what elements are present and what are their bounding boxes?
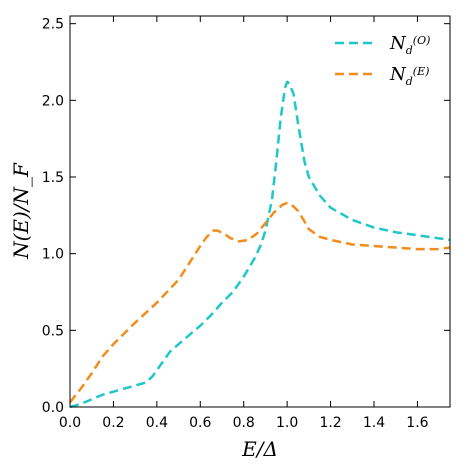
series-line-0 bbox=[69, 80, 451, 409]
legend: Nd(O) Nd(E) bbox=[335, 33, 430, 88]
legend-sup-1: (E) bbox=[413, 65, 430, 78]
x-tick-label-8: 1.6 bbox=[406, 415, 428, 431]
x-tick-label-3: 0.6 bbox=[189, 415, 211, 431]
y-tick-label-0: 0.0 bbox=[42, 400, 64, 416]
legend-label-0: Nd(O) bbox=[389, 33, 430, 57]
legend-main-1: N bbox=[389, 64, 407, 85]
series-line-1 bbox=[69, 201, 451, 404]
y-axis-title: N(E)/N_F bbox=[9, 162, 33, 260]
legend-sup-0: (O) bbox=[413, 34, 431, 47]
x-tick-label-0: 0.0 bbox=[59, 415, 81, 431]
legend-sub-1: d bbox=[406, 75, 413, 88]
x-tick-label-4: 0.8 bbox=[233, 415, 255, 431]
x-tick-label-7: 1.4 bbox=[363, 415, 385, 431]
y-tick-label-4: 2.0 bbox=[42, 93, 64, 109]
x-tick-label-1: 0.2 bbox=[102, 415, 124, 431]
x-axis-title: E/Δ bbox=[241, 437, 278, 461]
legend-label-1: Nd(E) bbox=[389, 64, 429, 88]
y-tick-label-1: 0.5 bbox=[42, 323, 64, 339]
y-tick-label-5: 2.5 bbox=[42, 17, 64, 33]
legend-sub-0: d bbox=[406, 44, 413, 57]
ticks-layer: 0.0 0.2 0.4 0.6 0.8 1.0 1.2 1.4 1.6 0.0 0.5 1.0 1.5 2… bbox=[42, 16, 450, 431]
x-tick-label-6: 1.2 bbox=[319, 415, 341, 431]
x-tick-label-2: 0.4 bbox=[146, 415, 168, 431]
y-tick-label-3: 1.5 bbox=[42, 170, 64, 186]
x-tick-label-5: 1.0 bbox=[276, 415, 298, 431]
series-layer bbox=[69, 80, 451, 409]
plot-area bbox=[70, 16, 450, 407]
plot-frame bbox=[69, 15, 451, 408]
y-tick-label-2: 1.0 bbox=[42, 247, 64, 263]
legend-main-0: N bbox=[389, 33, 407, 54]
